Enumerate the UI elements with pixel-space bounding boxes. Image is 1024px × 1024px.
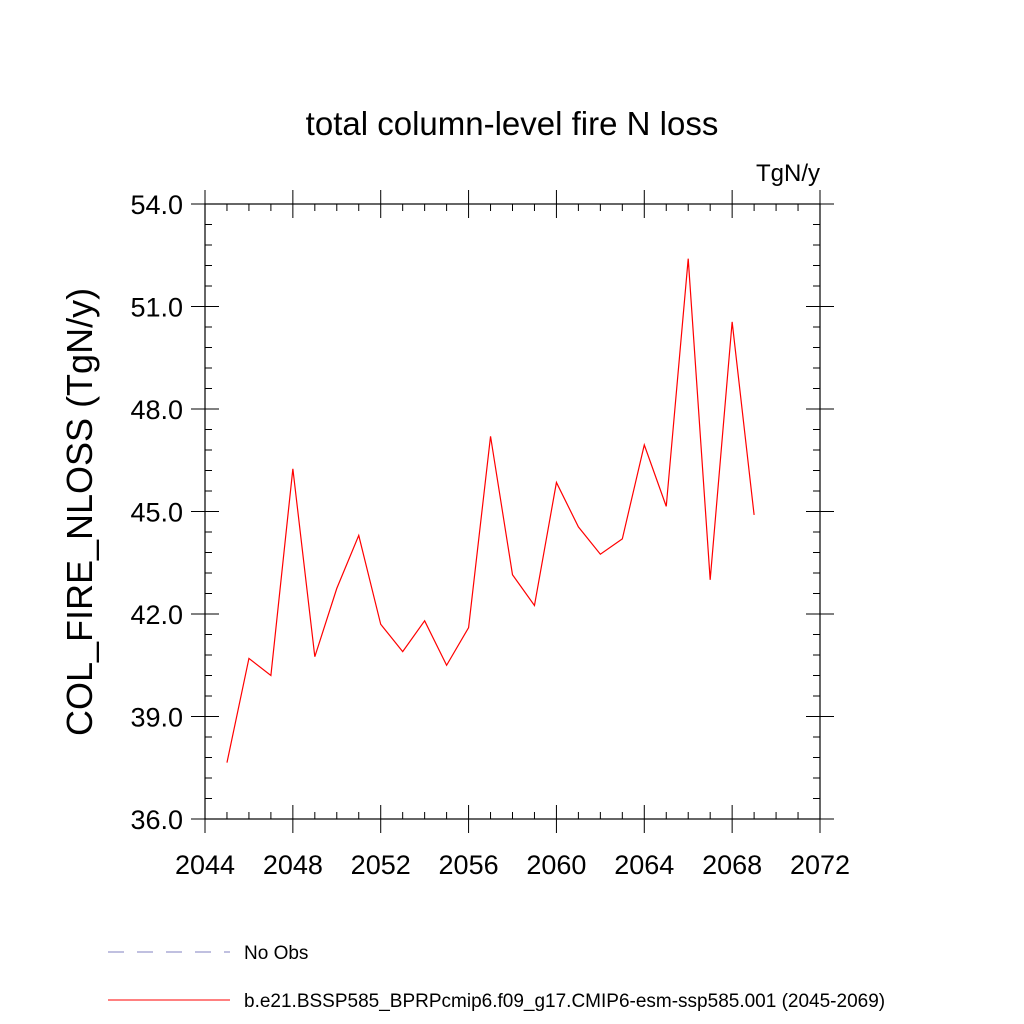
- y-axis-label: COL_FIRE_NLOSS (TgN/y): [59, 288, 100, 736]
- y-tick-label: 48.0: [130, 395, 183, 425]
- x-tick-label: 2048: [263, 850, 323, 880]
- x-tick-label: 2056: [439, 850, 499, 880]
- y-tick-label: 54.0: [130, 190, 183, 220]
- x-tick-label: 2044: [175, 850, 235, 880]
- x-tick-label: 2068: [702, 850, 762, 880]
- legend-label: No Obs: [244, 943, 308, 964]
- legend-label: b.e21.BSSP585_BPRPcmip6.f09_g17.CMIP6-es…: [244, 991, 885, 1012]
- minor-ticks: [205, 204, 820, 819]
- y-tick-label: 45.0: [130, 498, 183, 528]
- series-line: [226, 258, 755, 763]
- x-tick-label: 2060: [526, 850, 586, 880]
- series-group: [226, 258, 755, 763]
- chart-title: total column-level fire N loss: [306, 105, 719, 142]
- y-tick-label: 39.0: [130, 703, 183, 733]
- y-tick-label: 42.0: [130, 600, 183, 630]
- y-tick-label: 36.0: [130, 805, 183, 835]
- x-tick-label: 2052: [351, 850, 411, 880]
- units-label: TgN/y: [756, 160, 820, 187]
- y-tick-label: 51.0: [130, 293, 183, 323]
- x-tick-label: 2064: [614, 850, 674, 880]
- legend: No Obs b.e21.BSSP585_BPRPcmip6.f09_g17.CM…: [108, 943, 885, 1012]
- y-axis-ticks: 36.0 39.0 42.0 45.0 48.0 51.0 54.0: [130, 190, 834, 835]
- x-axis-ticks: 2044 2048 2052 2056 2060 2064 2068 2072: [175, 190, 850, 880]
- x-tick-label: 2072: [790, 850, 850, 880]
